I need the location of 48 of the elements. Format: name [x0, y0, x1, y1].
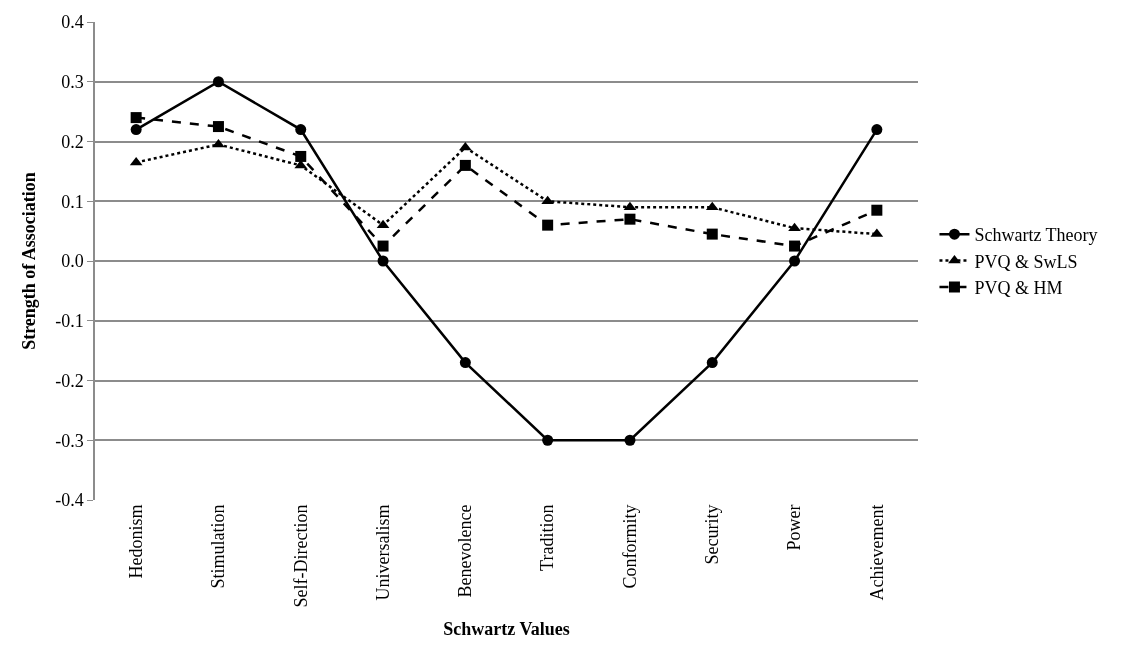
y-tick-label: 0.1 — [61, 191, 84, 212]
legend-label: Schwartz Theory — [974, 225, 1098, 246]
point — [130, 112, 142, 124]
point — [130, 124, 142, 136]
y-tick-label: 0.2 — [61, 131, 84, 152]
point — [789, 240, 801, 252]
point — [377, 255, 389, 267]
y-axis-title: Strength of Association — [18, 172, 39, 350]
point — [212, 76, 224, 88]
point — [459, 141, 472, 151]
point — [624, 213, 636, 225]
y-tick-label: -0.4 — [55, 490, 84, 511]
point — [624, 434, 636, 446]
y-tick-label: -0.1 — [55, 311, 84, 332]
point — [459, 159, 471, 171]
point — [212, 121, 224, 133]
y-tick-label: 0.0 — [61, 251, 84, 272]
point — [871, 204, 883, 216]
x-tick-label: Power — [784, 504, 805, 551]
point — [789, 255, 801, 267]
y-tick-label: 0.3 — [61, 72, 84, 93]
x-tick-label: Security — [702, 504, 723, 565]
point — [295, 150, 307, 162]
point — [871, 124, 883, 136]
x-tick-label: Benevolence — [455, 504, 476, 598]
legend-label: PVQ & SwLS — [974, 251, 1078, 272]
point — [377, 240, 389, 252]
point — [706, 357, 718, 369]
x-tick-label: Stimulation — [208, 504, 229, 589]
x-tick-label: Achievement — [866, 504, 887, 601]
point — [542, 434, 554, 446]
x-tick-label: Tradition — [537, 504, 558, 571]
point — [295, 124, 307, 136]
x-tick-label: Universalism — [372, 504, 393, 601]
point — [542, 219, 554, 231]
x-tick-label: Hedonism — [126, 504, 146, 579]
point — [294, 159, 308, 169]
y-tick-label: -0.2 — [55, 370, 84, 391]
y-tick-label: 0.4 — [61, 12, 84, 33]
x-tick-label: Self-Direction — [290, 504, 311, 608]
point — [129, 156, 143, 166]
y-tick-label: -0.3 — [55, 430, 84, 451]
x-tick-label: Conformity — [619, 504, 640, 589]
point — [212, 138, 225, 148]
point — [706, 228, 718, 240]
point — [459, 357, 471, 369]
x-axis-title: Schwartz Values — [443, 618, 570, 639]
legend-label: PVQ & HM — [974, 278, 1063, 299]
